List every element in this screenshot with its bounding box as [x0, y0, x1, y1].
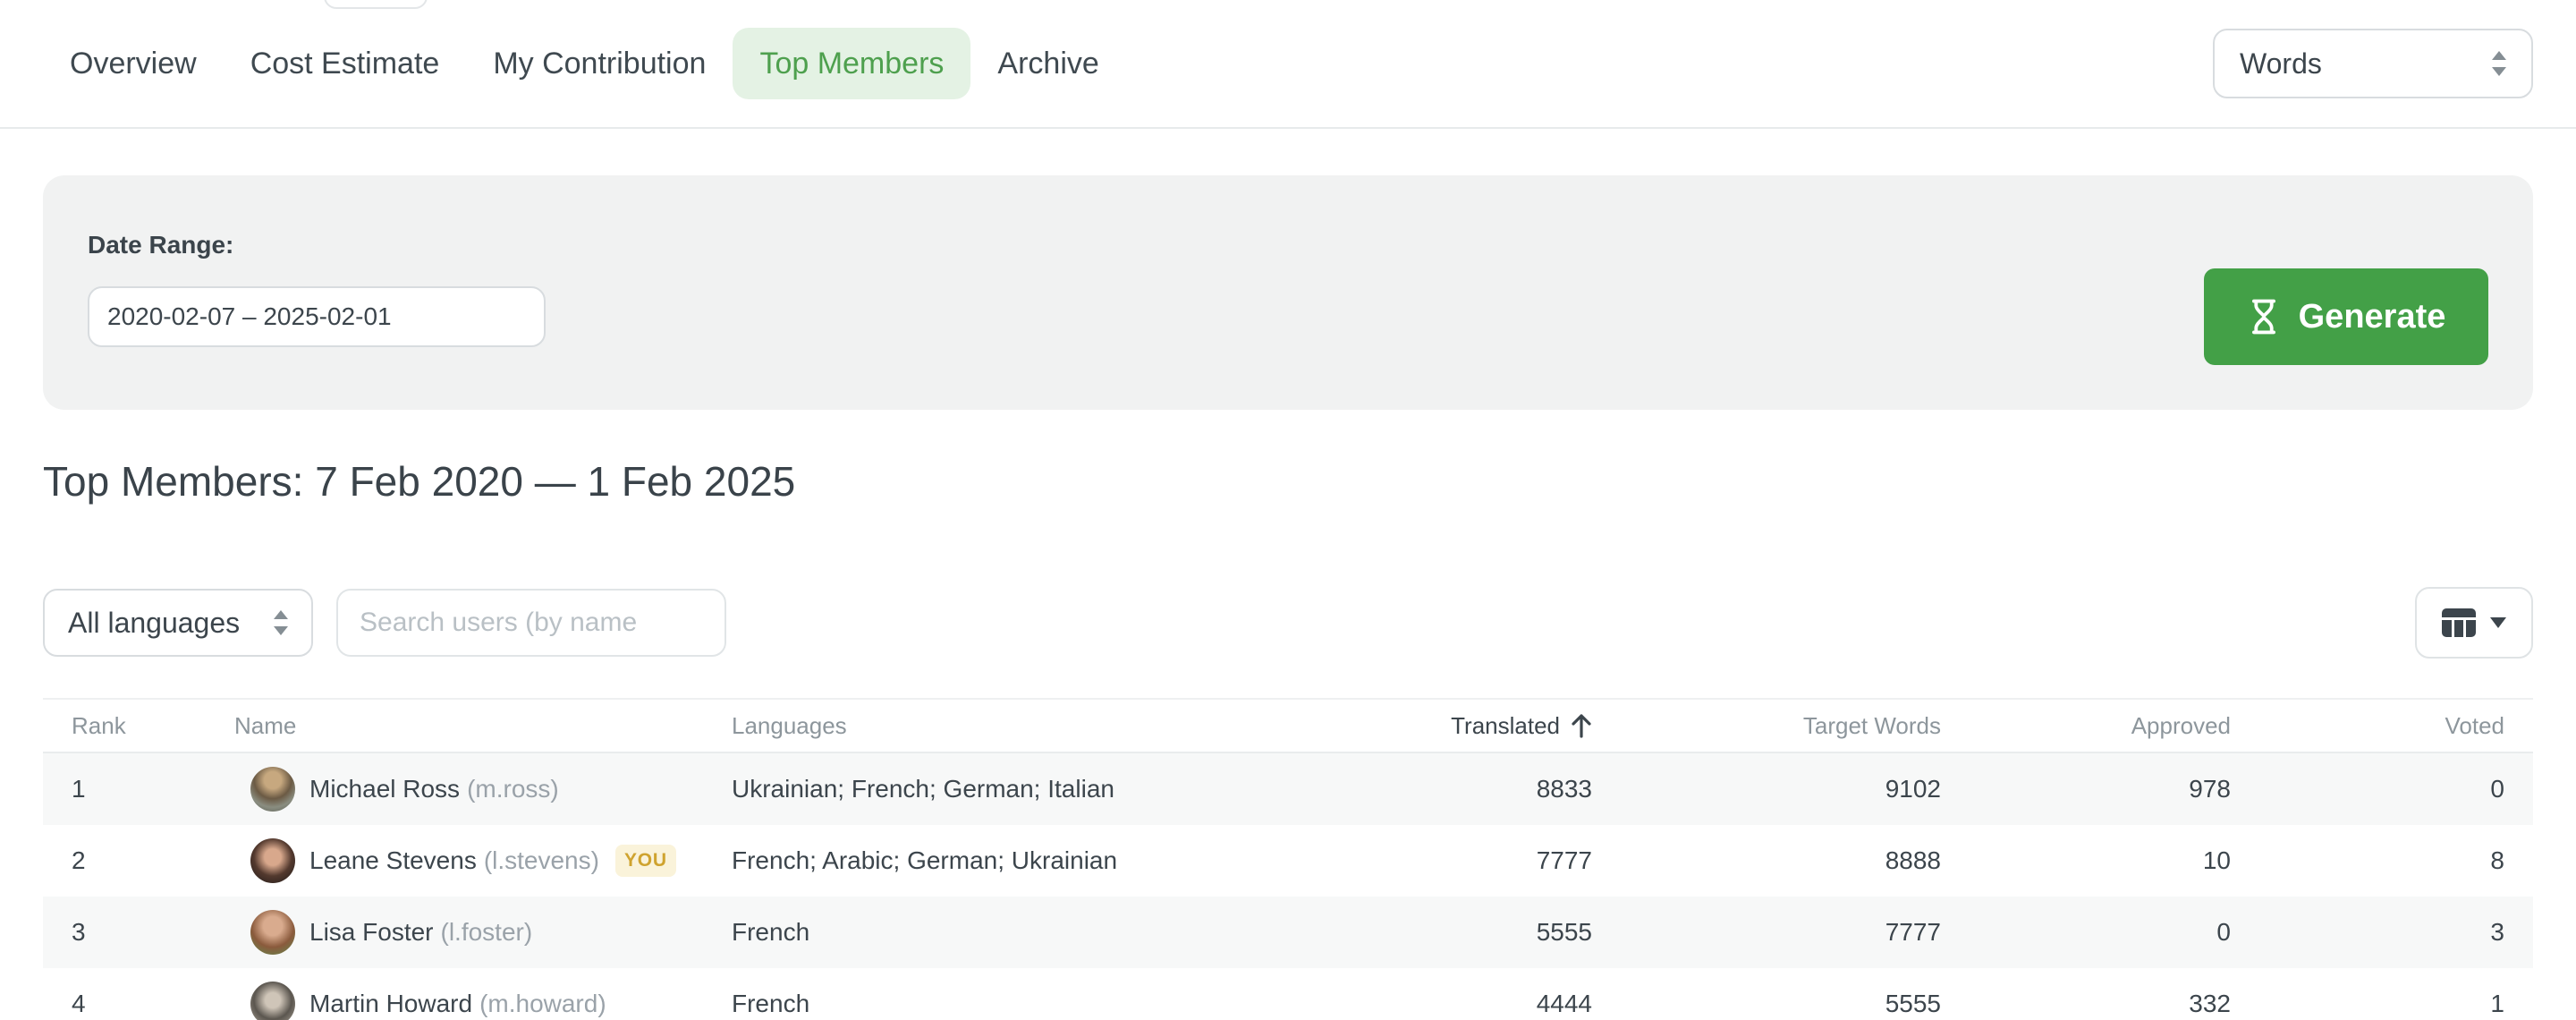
updown-caret-icon [274, 610, 288, 635]
tab-overview[interactable]: Overview [70, 47, 197, 81]
avatar [250, 910, 295, 955]
hourglass-icon [2251, 299, 2275, 335]
avatar [250, 767, 295, 812]
report-filter-panel: Date Range: Generate [43, 175, 2533, 410]
voted-cell: 0 [2490, 775, 2504, 803]
languages-cell: Ukrainian; French; German; Italian [732, 775, 1114, 803]
column-header-translated-label: Translated [1451, 711, 1560, 739]
languages-cell: French [732, 990, 810, 1017]
member-name: Martin Howard [309, 990, 473, 1017]
table-row: 2 Leane Stevens (l.stevens) YOU French; … [43, 825, 2533, 897]
approved-cell: 978 [2189, 775, 2231, 803]
translated-cell: 8833 [1536, 775, 1592, 803]
member-username: (m.howard) [479, 990, 606, 1017]
column-header-name[interactable]: Name [234, 711, 297, 739]
unit-select-value: Words [2240, 47, 2322, 80]
top-members-table: Rank Name Languages Translated Target Wo… [0, 698, 2576, 1020]
column-header-approved[interactable]: Approved [2131, 711, 2231, 739]
name-cell: Martin Howard (m.howard) [234, 982, 732, 1020]
member-name: Lisa Foster [309, 918, 434, 946]
column-header-rank[interactable]: Rank [72, 711, 126, 739]
name-cell: Leane Stevens (l.stevens) YOU [234, 838, 732, 883]
member-username: (l.stevens) [483, 846, 599, 874]
target-words-cell: 9102 [1885, 775, 1941, 803]
member-name: Leane Stevens [309, 846, 477, 874]
tab-top-members[interactable]: Top Members [733, 28, 971, 99]
voted-cell: 3 [2490, 918, 2504, 946]
column-header-languages[interactable]: Languages [732, 711, 847, 739]
target-words-cell: 5555 [1885, 990, 1941, 1017]
target-words-cell: 8888 [1885, 846, 1941, 874]
approved-cell: 332 [2189, 990, 2231, 1017]
translated-cell: 4444 [1536, 990, 1592, 1017]
rank-cell: 3 [72, 918, 86, 946]
column-header-target-words[interactable]: Target Words [1802, 711, 1941, 739]
tab-archive[interactable]: Archive [997, 47, 1099, 81]
languages-cell: French [732, 918, 810, 946]
language-filter-value: All languages [68, 606, 241, 639]
rank-cell: 1 [72, 775, 86, 803]
languages-cell: French; Arabic; German; Ukrainian [732, 846, 1118, 874]
search-users-input[interactable] [336, 589, 726, 657]
table-row: 3 Lisa Foster (l.foster) French 5555 777… [43, 897, 2533, 968]
you-badge: YOU [614, 845, 676, 877]
table-columns-icon [2442, 608, 2476, 637]
language-filter-select[interactable]: All languages [43, 589, 313, 657]
member-name: Michael Ross [309, 775, 461, 803]
translated-cell: 7777 [1536, 846, 1592, 874]
voted-cell: 1 [2490, 990, 2504, 1017]
name-cell: Michael Ross (m.ross) [234, 767, 732, 812]
table-row: 4 Martin Howard (m.howard) French 4444 5… [43, 968, 2533, 1020]
generate-button[interactable]: Generate [2204, 268, 2488, 365]
date-range-input[interactable] [88, 286, 546, 347]
name-cell: Lisa Foster (l.foster) [234, 910, 732, 955]
target-words-cell: 7777 [1885, 918, 1941, 946]
generate-button-label: Generate [2298, 297, 2446, 336]
approved-cell: 0 [2216, 918, 2231, 946]
table-row: 1 Michael Ross (m.ross) Ukrainian; Frenc… [43, 753, 2533, 825]
member-username: (m.ross) [467, 775, 559, 803]
rank-cell: 4 [72, 990, 86, 1017]
avatar [250, 838, 295, 883]
column-header-voted[interactable]: Voted [2445, 711, 2504, 739]
tab-cost-estimate[interactable]: Cost Estimate [250, 47, 440, 81]
voted-cell: 8 [2490, 846, 2504, 874]
approved-cell: 10 [2202, 846, 2231, 874]
table-header-row: Rank Name Languages Translated Target Wo… [43, 698, 2533, 753]
updown-caret-icon [2492, 51, 2506, 76]
tab-my-contribution[interactable]: My Contribution [493, 47, 707, 81]
page-title: Top Members: 7 Feb 2020 — 1 Feb 2025 [43, 458, 796, 505]
chevron-down-icon [2490, 617, 2506, 628]
column-header-translated[interactable]: Translated [1145, 712, 1592, 740]
report-tabs: Overview Cost Estimate My Contribution T… [0, 0, 2576, 129]
unit-select[interactable]: Words [2213, 29, 2533, 98]
member-username: (l.foster) [440, 918, 533, 946]
date-range-label: Date Range: [88, 231, 234, 259]
columns-visibility-button[interactable] [2415, 587, 2533, 659]
table-toolbar: All languages [43, 587, 2533, 659]
translated-cell: 5555 [1536, 918, 1592, 946]
rank-cell: 2 [72, 846, 86, 874]
avatar [250, 982, 295, 1020]
sort-arrow-up-icon [1572, 714, 1591, 738]
